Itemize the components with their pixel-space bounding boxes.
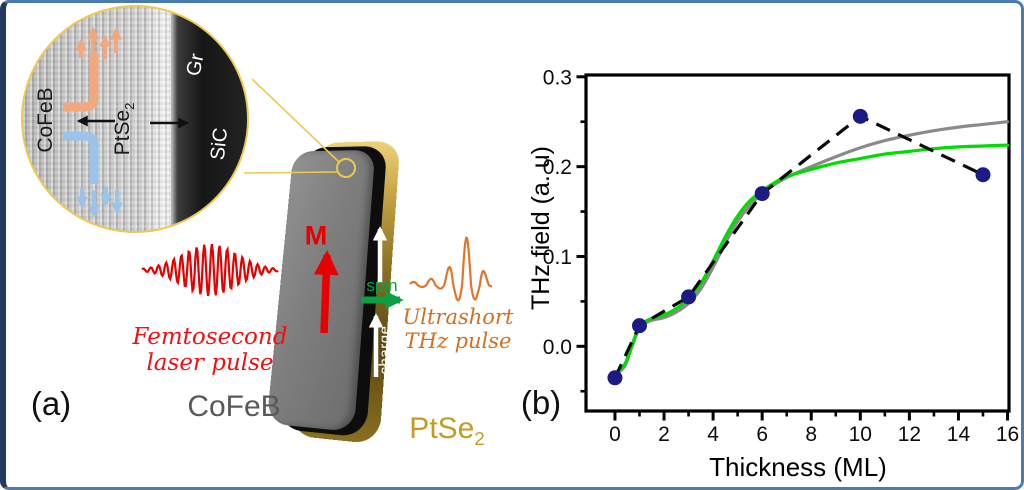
laser-pulse-label-line1: Femtosecond	[132, 324, 288, 350]
ptse2-layer-label: PtSe2	[409, 412, 485, 449]
data-point	[975, 167, 991, 183]
spin-label: spin	[366, 276, 398, 295]
inset-label-cofeb: CoFeB	[34, 87, 57, 153]
inset-label-ptse2: PtSe2	[110, 102, 138, 156]
x-tick-label: 4	[707, 423, 719, 446]
x-tick-label: 8	[805, 423, 817, 446]
curve-fit-gray	[613, 120, 1010, 377]
thz-pulse-label-line1: Ultrashort	[402, 305, 514, 329]
panel-a-label: (a)	[30, 385, 72, 422]
emitter-slab	[266, 140, 401, 445]
charge-label: charge	[376, 325, 394, 375]
x-tick-label: 6	[756, 423, 768, 446]
y-tick-label: 0.1	[543, 246, 572, 269]
data-point	[631, 318, 647, 334]
x-tick-label: 14	[947, 423, 971, 446]
y-tick-label: 0.3	[543, 66, 572, 89]
x-tick-label: 0	[609, 423, 621, 446]
curve-fit-green	[613, 143, 1010, 375]
laser-pulse-label: Femtosecond laser pulse	[132, 324, 288, 377]
magnetization-label: M	[304, 220, 328, 251]
tem-lattice-texture	[23, 7, 171, 231]
plot-frame	[584, 73, 1011, 413]
femtosecond-laser-pulse-wave	[141, 243, 279, 297]
dashed-connector-line	[613, 114, 984, 379]
inset-label-graphene: Gr	[182, 51, 209, 79]
data-point	[852, 108, 868, 124]
data-point	[681, 289, 697, 305]
y-axis-title: THz field (a. u)	[527, 146, 555, 310]
cofeb-layer-label: CoFeB	[187, 390, 281, 423]
inset-label-sic: SiC	[206, 126, 233, 162]
thz-pulse-label: Ultrashort THz pulse	[402, 305, 514, 353]
data-point	[754, 186, 770, 202]
x-tick-label: 12	[898, 423, 921, 446]
thz-pulse-wave	[409, 236, 492, 302]
tem-atomic-rows-texture	[23, 7, 171, 231]
x-tick-label: 2	[658, 423, 670, 446]
laser-pulse-label-line2: laser pulse	[146, 349, 274, 376]
panel-b-label: (b)	[520, 384, 562, 421]
x-tick-label: 16	[996, 423, 1019, 446]
y-tick-label: 0.0	[543, 336, 572, 359]
thz-field-vs-thickness-chart: Thickness (ML) THz field (a. u) 0 2 4 6 8 10 1…	[527, 66, 1019, 482]
thz-pulse-label-line2: THz pulse	[404, 328, 512, 353]
x-tick-label: 10	[849, 423, 872, 446]
y-tick-label: 0.2	[543, 156, 572, 179]
data-point	[607, 370, 623, 386]
tem-inset-circle	[21, 5, 249, 233]
x-axis-title: Thickness (ML)	[709, 452, 887, 482]
